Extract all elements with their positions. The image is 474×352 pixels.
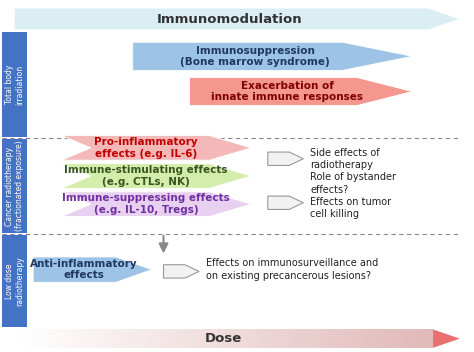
Polygon shape <box>217 329 224 348</box>
Polygon shape <box>133 329 140 348</box>
Polygon shape <box>164 265 199 278</box>
Text: Immunosuppression
(Bone marrow syndrome): Immunosuppression (Bone marrow syndrome) <box>180 45 330 67</box>
Polygon shape <box>62 192 251 216</box>
Text: Pro-inflammatory
effects (e.g. IL-6): Pro-inflammatory effects (e.g. IL-6) <box>94 137 198 159</box>
Polygon shape <box>280 329 286 348</box>
Polygon shape <box>14 329 21 348</box>
FancyBboxPatch shape <box>2 139 27 233</box>
Polygon shape <box>21 329 28 348</box>
Polygon shape <box>335 329 342 348</box>
Polygon shape <box>370 329 377 348</box>
Polygon shape <box>252 329 258 348</box>
Polygon shape <box>308 329 314 348</box>
Polygon shape <box>342 329 349 348</box>
Polygon shape <box>196 329 203 348</box>
Polygon shape <box>35 329 42 348</box>
Polygon shape <box>426 329 433 348</box>
Polygon shape <box>154 329 161 348</box>
Polygon shape <box>268 152 303 165</box>
Polygon shape <box>245 329 252 348</box>
Polygon shape <box>105 329 112 348</box>
Polygon shape <box>28 329 35 348</box>
Polygon shape <box>62 136 251 160</box>
FancyBboxPatch shape <box>2 235 27 327</box>
Polygon shape <box>328 329 335 348</box>
Polygon shape <box>42 329 49 348</box>
Text: Immunomodulation: Immunomodulation <box>156 13 302 25</box>
Polygon shape <box>349 329 356 348</box>
Polygon shape <box>119 329 126 348</box>
Polygon shape <box>14 8 460 30</box>
FancyBboxPatch shape <box>2 32 27 137</box>
Text: Low dose
radiotherapy: Low dose radiotherapy <box>5 256 24 306</box>
Polygon shape <box>140 329 147 348</box>
Polygon shape <box>231 329 237 348</box>
Text: Total body
irradiation: Total body irradiation <box>5 64 24 105</box>
Polygon shape <box>286 329 293 348</box>
Polygon shape <box>314 329 321 348</box>
Polygon shape <box>293 329 301 348</box>
Polygon shape <box>133 42 412 70</box>
Polygon shape <box>405 329 412 348</box>
Polygon shape <box>147 329 154 348</box>
Polygon shape <box>84 329 91 348</box>
Text: Immune-suppressing effects
(e.g. IL-10, Tregs): Immune-suppressing effects (e.g. IL-10, … <box>62 193 230 215</box>
Polygon shape <box>189 329 196 348</box>
Polygon shape <box>63 329 70 348</box>
Polygon shape <box>224 329 231 348</box>
Polygon shape <box>419 329 426 348</box>
Text: Exacerbation of
innate immune responses: Exacerbation of innate immune responses <box>211 81 363 102</box>
Text: Side effects of
radiotherapy: Side effects of radiotherapy <box>310 147 380 170</box>
Polygon shape <box>391 329 398 348</box>
Polygon shape <box>203 329 210 348</box>
Polygon shape <box>268 196 303 209</box>
Polygon shape <box>112 329 119 348</box>
Text: Anti-inflammatory
effects: Anti-inflammatory effects <box>30 259 137 281</box>
Polygon shape <box>77 329 84 348</box>
Polygon shape <box>301 329 308 348</box>
Polygon shape <box>433 329 460 348</box>
Polygon shape <box>161 329 168 348</box>
Polygon shape <box>265 329 273 348</box>
Polygon shape <box>377 329 384 348</box>
Polygon shape <box>98 329 105 348</box>
Polygon shape <box>70 329 77 348</box>
Polygon shape <box>175 329 182 348</box>
Text: Cancer radiotherapy
(fractionated exposure): Cancer radiotherapy (fractionated exposu… <box>5 141 24 231</box>
Polygon shape <box>49 329 56 348</box>
Polygon shape <box>356 329 363 348</box>
Polygon shape <box>62 164 251 188</box>
Polygon shape <box>190 77 412 106</box>
Text: Effects on immunosurveillance and
on existing precancerous lesions?: Effects on immunosurveillance and on exi… <box>206 258 378 281</box>
Polygon shape <box>91 329 98 348</box>
Polygon shape <box>273 329 280 348</box>
Polygon shape <box>321 329 328 348</box>
Polygon shape <box>237 329 245 348</box>
Polygon shape <box>33 257 152 282</box>
Polygon shape <box>126 329 133 348</box>
Polygon shape <box>210 329 217 348</box>
Text: Dose: Dose <box>205 332 242 345</box>
Polygon shape <box>412 329 419 348</box>
Polygon shape <box>398 329 405 348</box>
Polygon shape <box>384 329 391 348</box>
Text: Role of bystander
effects?
Effects on tumor
cell killing: Role of bystander effects? Effects on tu… <box>310 172 396 219</box>
Polygon shape <box>182 329 189 348</box>
Text: Immune-stimulating effects
(e.g. CTLs, NK): Immune-stimulating effects (e.g. CTLs, N… <box>64 165 228 187</box>
Polygon shape <box>56 329 63 348</box>
Polygon shape <box>258 329 265 348</box>
Polygon shape <box>168 329 175 348</box>
Polygon shape <box>363 329 370 348</box>
